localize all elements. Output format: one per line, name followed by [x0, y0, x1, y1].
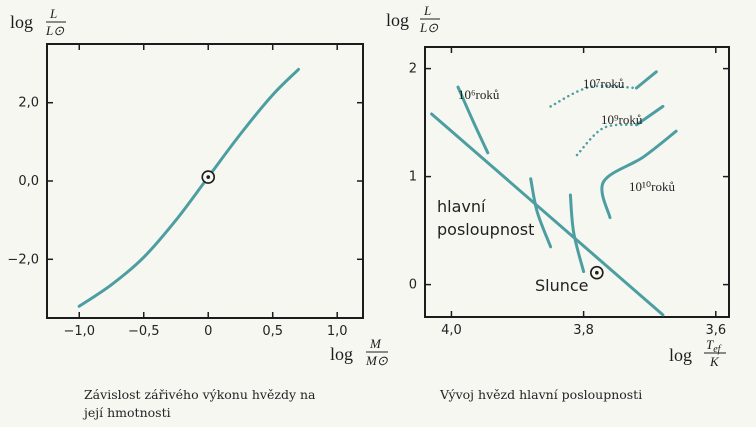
caption-left: Závislost zářivého výkonu hvězdy na její…	[84, 386, 316, 422]
isochrone-4-segment	[600, 129, 678, 220]
y-axis-label-denominator: L⊙	[45, 23, 64, 38]
y-axis-label-numerator: L	[423, 3, 431, 18]
sun-marker-dot	[595, 270, 599, 275]
isochrone-1-segment	[456, 85, 490, 155]
x-axis-label-prefix: log	[330, 344, 353, 364]
left-x-tick-label: 0	[204, 324, 212, 339]
left-x-tick-label: −0,5	[128, 324, 160, 339]
isochrone-3-segment	[635, 104, 665, 127]
isochrone-4-label: 10¹⁰roků	[629, 179, 675, 194]
luminosity-mass-chart: log L L⊙ log M M⊙ −1,0 −0,5 0 0,5 1,0 2,0 0,0 −…	[7, 6, 388, 368]
x-axis-label-numerator: M	[369, 336, 382, 351]
y-axis-label-prefix: log	[10, 12, 33, 32]
left-y-tick-label: 0,0	[18, 174, 39, 189]
isochrone-2-label: 10⁷roků	[583, 76, 625, 91]
sun-marker-dot	[206, 175, 211, 179]
chart-frame	[424, 46, 730, 318]
isochrone-3-dotted-segment	[575, 123, 638, 157]
isochrone-2-segment	[529, 177, 553, 249]
left-x-tick-label: −1,0	[63, 324, 95, 339]
right-x-tick-label: 4,0	[441, 323, 462, 338]
left-x-tick-label: 0,5	[262, 324, 283, 339]
left-y-tick-label: 2,0	[18, 96, 39, 111]
caption-left-line-1: Závislost zářivého výkonu hvězdy na	[84, 387, 316, 402]
y-axis-label-numerator: L	[49, 6, 57, 21]
y-axis-label-denominator: L⊙	[419, 20, 438, 35]
x-axis-label-numerator-main: T	[706, 337, 714, 352]
y-axis-label-prefix: log	[386, 10, 409, 30]
x-axis-label-prefix: log	[669, 345, 692, 365]
left-y-tick-label: −2,0	[7, 252, 39, 267]
right-x-tick-label: 3,6	[705, 323, 726, 338]
x-axis-label-numerator: Tef	[706, 337, 722, 355]
isochrone-1-label: 10⁶roků	[458, 87, 500, 102]
isochrone-2-segment	[635, 70, 658, 90]
sun-label: Slunce	[535, 276, 589, 295]
hr-diagram-chart: log L L⊙ log Tef K 4,0 3,8 3,6 2 1 0 10⁶roků 1…	[386, 3, 730, 369]
right-y-tick-label: 0	[409, 278, 417, 293]
x-axis-label-denominator: M⊙	[365, 353, 388, 368]
right-y-tick-label: 1	[409, 170, 417, 185]
x-axis-label-denominator: K	[709, 354, 720, 369]
caption-right-line-1: Vývoj hvězd hlavní posloupnosti	[440, 387, 643, 402]
isochrone-3-label: 10⁹roků	[601, 112, 643, 127]
caption-left-line-2: její hmotnosti	[84, 405, 171, 420]
main-sequence-label-line-1: hlavní	[437, 197, 486, 216]
right-y-tick-label: 2	[409, 62, 417, 77]
caption-right: Vývoj hvězd hlavní posloupnosti	[440, 386, 642, 404]
main-sequence-label-line-2: posloupnost	[437, 220, 534, 239]
isochrone-3-segment	[568, 193, 586, 274]
isochrone-2-dotted-segment	[549, 84, 638, 108]
luminosity-mass-curve	[77, 67, 300, 308]
x-axis-label-numerator-sub: ef	[713, 344, 721, 355]
main-sequence-line	[430, 112, 665, 317]
right-x-tick-label: 3,8	[573, 323, 594, 338]
left-x-tick-label: 1,0	[327, 324, 348, 339]
